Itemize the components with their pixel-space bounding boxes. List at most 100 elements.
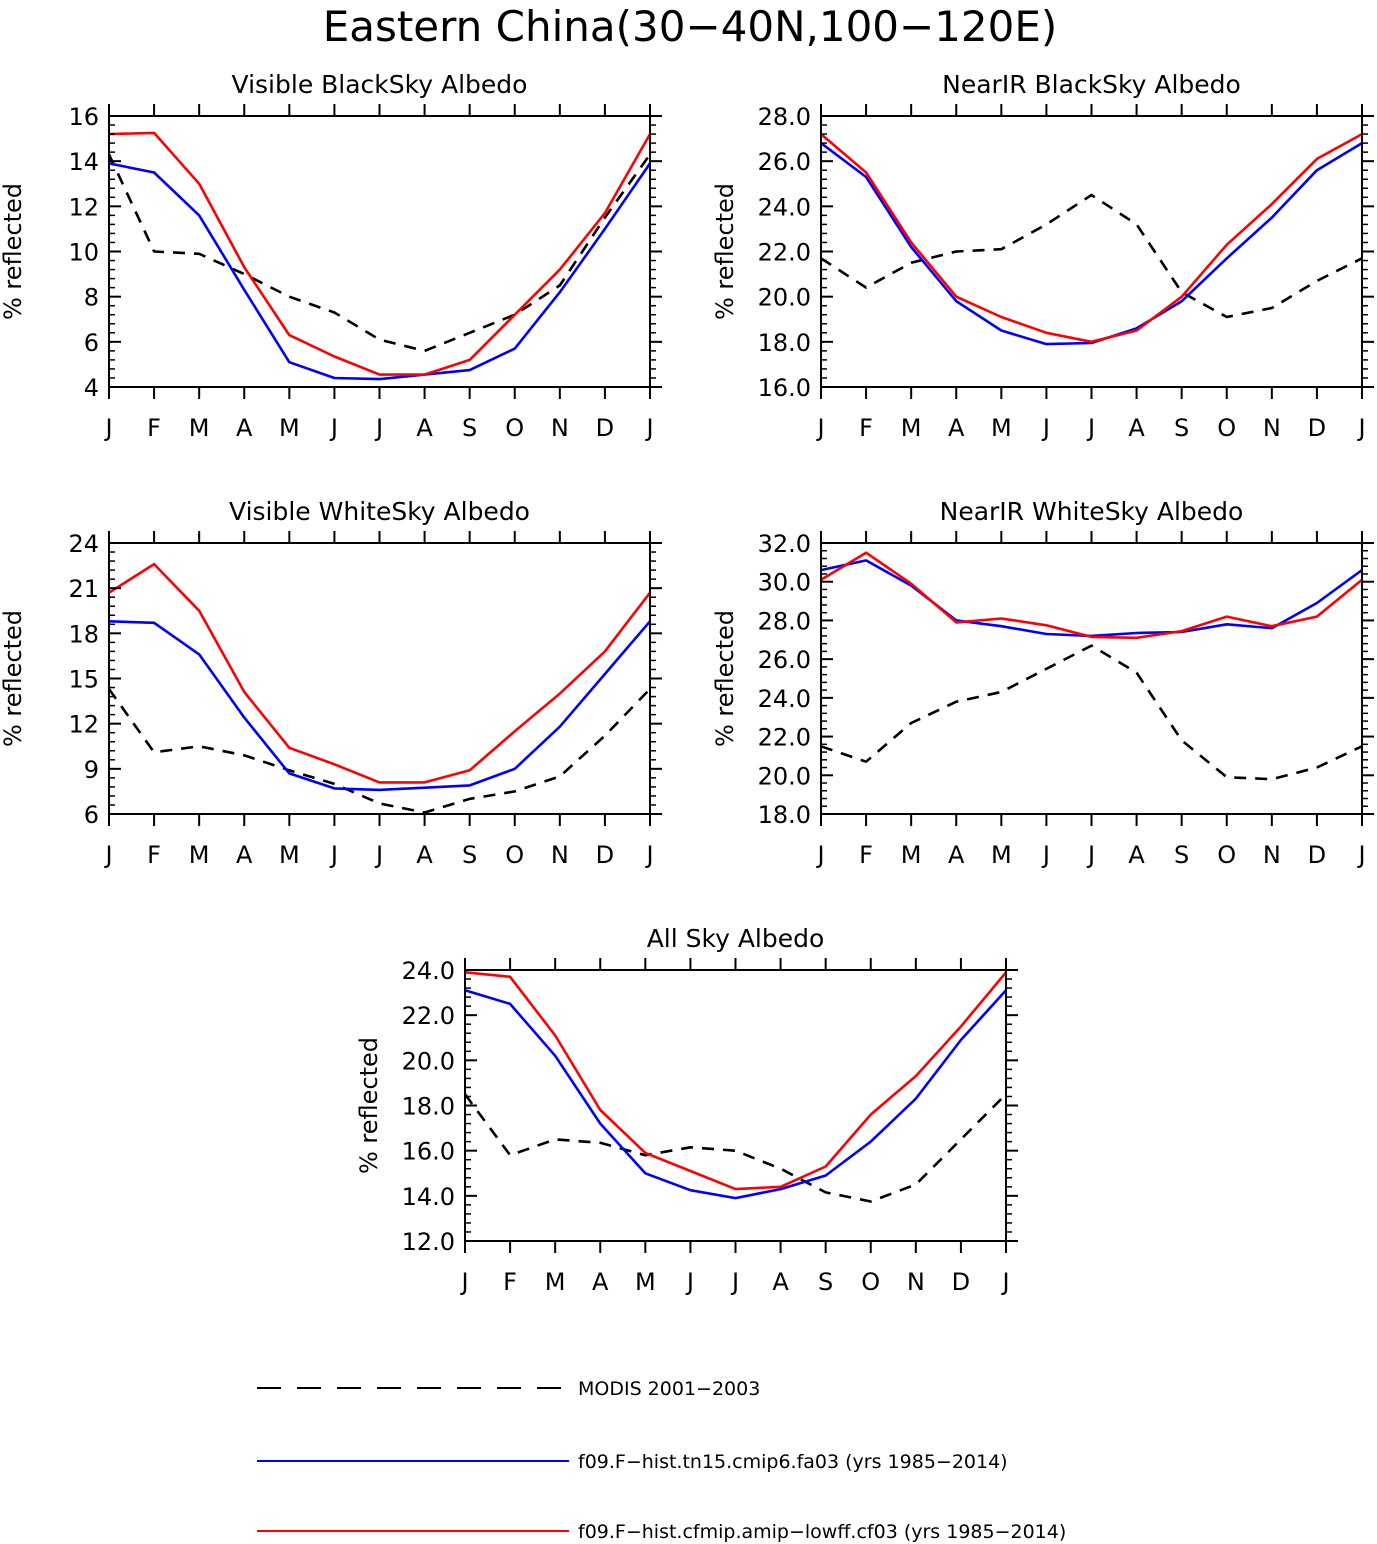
series-line-lowff — [108, 562, 652, 784]
x-tick-label: F — [503, 1268, 517, 1296]
x-tick-label: D — [596, 414, 614, 442]
x-tick-label: M — [901, 414, 922, 442]
x-tick-label: S — [1174, 841, 1189, 869]
y-tick-label: 6 — [84, 329, 99, 357]
y-tick-label: 9 — [84, 756, 99, 784]
plot-frame — [820, 542, 1363, 815]
x-tick-label: M — [901, 841, 922, 869]
legend: MODIS 2001−2003 f09.F−hist.tn15.cmip6.fa0… — [257, 1378, 1066, 1543]
y-axis-label: % reflected — [711, 183, 739, 320]
y-axis-label: % reflected — [355, 1037, 383, 1174]
y-tick-label: 16 — [68, 103, 99, 131]
series-line-modis — [463, 1093, 1007, 1203]
x-tick-label: A — [416, 841, 433, 869]
x-tick-label: A — [772, 1268, 789, 1296]
x-tick-label: F — [147, 841, 161, 869]
series-line-lowff — [820, 551, 1363, 640]
y-tick-label: 10 — [68, 239, 99, 267]
x-tick-label: M — [635, 1268, 656, 1296]
y-tick-label: 24.0 — [758, 685, 811, 713]
y-tick-label: 32.0 — [758, 530, 811, 558]
x-tick-label: J — [730, 1268, 739, 1296]
x-tick-label: J — [103, 841, 112, 869]
y-tick-label: 20.0 — [402, 1047, 455, 1075]
x-tick-label: M — [279, 841, 300, 869]
series-line-modis — [107, 153, 652, 353]
x-tick-label: O — [861, 1268, 880, 1296]
series-line-cmip6 — [464, 989, 1007, 1200]
x-tick-label: M — [991, 841, 1012, 869]
x-tick-label: A — [236, 841, 253, 869]
x-tick-label: J — [459, 1268, 468, 1296]
series-line-cmip6 — [820, 141, 1363, 346]
legend-label-lowff: f09.F−hist.cfmip.amip−lowff.cf03 (yrs 19… — [578, 1521, 1066, 1543]
y-tick-label: 18 — [68, 620, 99, 648]
y-tick-label: 18.0 — [758, 801, 811, 829]
y-tick-label: 8 — [84, 284, 99, 312]
y-tick-label: 16.0 — [402, 1138, 455, 1166]
x-tick-label: J — [815, 841, 824, 869]
panel-title: All Sky Albedo — [647, 924, 825, 953]
x-tick-label: J — [644, 414, 653, 442]
x-tick-label: O — [505, 841, 524, 869]
x-tick-label: O — [1217, 841, 1236, 869]
y-tick-label: 15 — [68, 666, 99, 694]
y-tick-label: 22.0 — [758, 239, 811, 267]
series-line-cmip6 — [108, 620, 651, 792]
y-tick-label: 4 — [84, 374, 99, 402]
legend-label-modis: MODIS 2001−2003 — [578, 1378, 760, 1400]
x-tick-label: A — [416, 414, 433, 442]
x-tick-label: A — [236, 414, 253, 442]
series-line-cmip6 — [108, 162, 652, 381]
x-tick-label: D — [952, 1268, 970, 1296]
x-tick-label: D — [596, 841, 614, 869]
plot-frame — [464, 969, 1007, 1242]
x-tick-label: J — [329, 841, 338, 869]
series-line-modis — [820, 644, 1363, 781]
y-tick-label: 16.0 — [758, 374, 811, 402]
x-tick-label: M — [189, 841, 210, 869]
x-tick-label: J — [1000, 1268, 1009, 1296]
x-tick-label: J — [374, 414, 383, 442]
x-tick-label: N — [551, 841, 569, 869]
y-tick-label: 28.0 — [758, 103, 811, 131]
x-tick-label: J — [1086, 841, 1095, 869]
y-tick-label: 14.0 — [402, 1183, 455, 1211]
x-tick-label: J — [1041, 841, 1050, 869]
panel-title: NearIR BlackSky Albedo — [942, 70, 1241, 99]
x-tick-label: D — [1308, 414, 1326, 442]
series-line-lowff — [820, 132, 1363, 344]
panel-title: Visible WhiteSky Albedo — [229, 497, 530, 526]
x-tick-label: J — [1356, 414, 1365, 442]
y-tick-label: 20.0 — [758, 762, 811, 790]
series-line-lowff — [464, 971, 1007, 1191]
x-tick-label: N — [1263, 414, 1281, 442]
x-tick-label: J — [644, 841, 653, 869]
x-tick-label: N — [1263, 841, 1281, 869]
y-tick-label: 12 — [68, 193, 99, 221]
y-tick-label: 21 — [68, 575, 99, 603]
panel-title: Visible BlackSky Albedo — [232, 70, 528, 99]
y-tick-label: 20.0 — [758, 284, 811, 312]
y-tick-label: 12 — [68, 711, 99, 739]
x-tick-label: S — [1174, 414, 1189, 442]
y-tick-label: 12.0 — [402, 1228, 455, 1256]
plot-frame — [108, 115, 651, 388]
y-tick-label: 24 — [68, 530, 99, 558]
y-tick-label: 22.0 — [402, 1002, 455, 1030]
y-tick-label: 30.0 — [758, 569, 811, 597]
x-tick-label: M — [279, 414, 300, 442]
y-tick-label: 18.0 — [402, 1093, 455, 1121]
x-tick-label: A — [1128, 414, 1145, 442]
x-tick-label: M — [189, 414, 210, 442]
x-tick-label: S — [462, 414, 477, 442]
x-tick-label: J — [329, 414, 338, 442]
x-tick-label: S — [462, 841, 477, 869]
series-line-modis — [107, 688, 651, 814]
x-tick-label: A — [948, 841, 965, 869]
